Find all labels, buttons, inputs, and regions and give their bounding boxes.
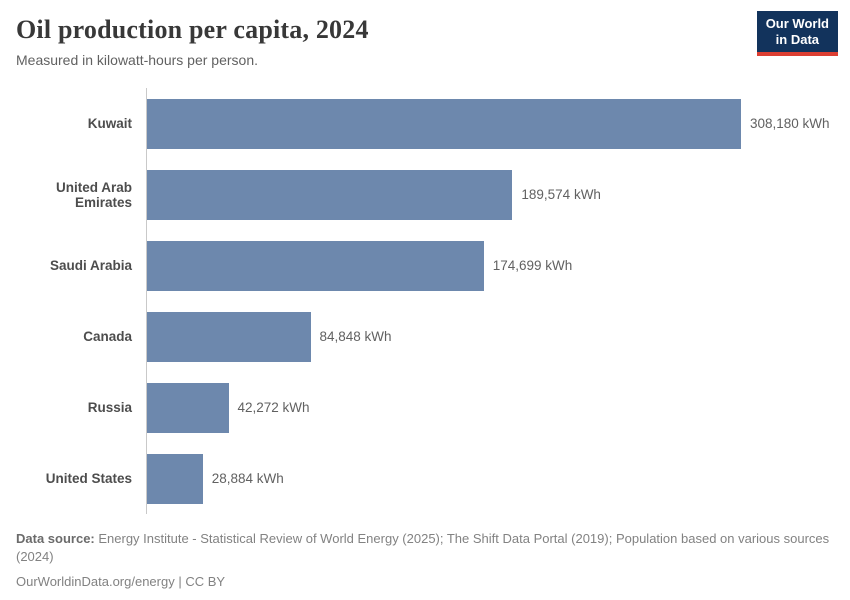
header: Oil production per capita, 2024 Measured… bbox=[0, 0, 850, 88]
owid-logo[interactable]: Our World in Data bbox=[756, 11, 838, 56]
country-label: Saudi Arabia bbox=[49, 258, 132, 273]
owid-logo-line1: Our World bbox=[765, 16, 829, 31]
country-label: United Arab Emirates bbox=[55, 179, 132, 210]
chart-title: Oil production per capita, 2024 bbox=[16, 15, 369, 44]
bar-chart: Kuwait 308,180 kWh United Arab Emirates 189… bbox=[0, 88, 850, 514]
bar-track: 28,884 kWh bbox=[146, 443, 850, 514]
value-label: 84,848 kWh bbox=[319, 329, 392, 344]
value-label: 174,699 kWh bbox=[492, 258, 573, 273]
country-label: Canada bbox=[83, 329, 132, 344]
bar[interactable] bbox=[147, 311, 311, 362]
value-label: 189,574 kWh bbox=[521, 187, 601, 202]
owid-logo-line2: in Data bbox=[775, 32, 820, 48]
bar-track: 189,574 kWh bbox=[146, 159, 850, 230]
country-label: Kuwait bbox=[87, 116, 132, 131]
chart-subtitle: Measured in kilowatt-hours per person. bbox=[16, 52, 259, 69]
bar-row: United Arab Emirates 189,574 kWh bbox=[0, 159, 850, 230]
bar-track: 42,272 kWh bbox=[146, 372, 850, 443]
bar[interactable] bbox=[147, 382, 229, 433]
bar-row: Canada 84,848 kWh bbox=[0, 301, 850, 372]
country-label: United States bbox=[45, 471, 132, 486]
footer-url-line: OurWorldinData.org/energy | CC BY bbox=[16, 574, 226, 590]
footer: Data source: Energy Institute - Statisti… bbox=[0, 514, 850, 592]
value-label: 28,884 kWh bbox=[211, 471, 284, 486]
value-label: 308,180 kWh bbox=[750, 116, 830, 131]
data-source-label: Data source: bbox=[16, 531, 95, 546]
bar-row: United States 28,884 kWh bbox=[0, 443, 850, 514]
bar[interactable] bbox=[147, 240, 484, 291]
bar-row: Kuwait 308,180 kWh bbox=[0, 88, 850, 159]
bar-track: 174,699 kWh bbox=[146, 230, 850, 301]
bar[interactable] bbox=[147, 98, 741, 149]
bar[interactable] bbox=[147, 169, 513, 220]
bar-row: Russia 42,272 kWh bbox=[0, 372, 850, 443]
bar[interactable] bbox=[147, 453, 203, 504]
data-source-text: Energy Institute - Statistical Review of… bbox=[16, 531, 830, 565]
bar-track: 308,180 kWh bbox=[146, 88, 850, 159]
header-text: Oil production per capita, 2024 Measured… bbox=[16, 14, 369, 68]
country-label: Russia bbox=[87, 400, 132, 415]
bar-row: Saudi Arabia 174,699 kWh bbox=[0, 230, 850, 301]
data-source-line: Data source: Energy Institute - Statisti… bbox=[16, 530, 834, 566]
bar-track: 84,848 kWh bbox=[146, 301, 850, 372]
value-label: 42,272 kWh bbox=[237, 400, 310, 415]
